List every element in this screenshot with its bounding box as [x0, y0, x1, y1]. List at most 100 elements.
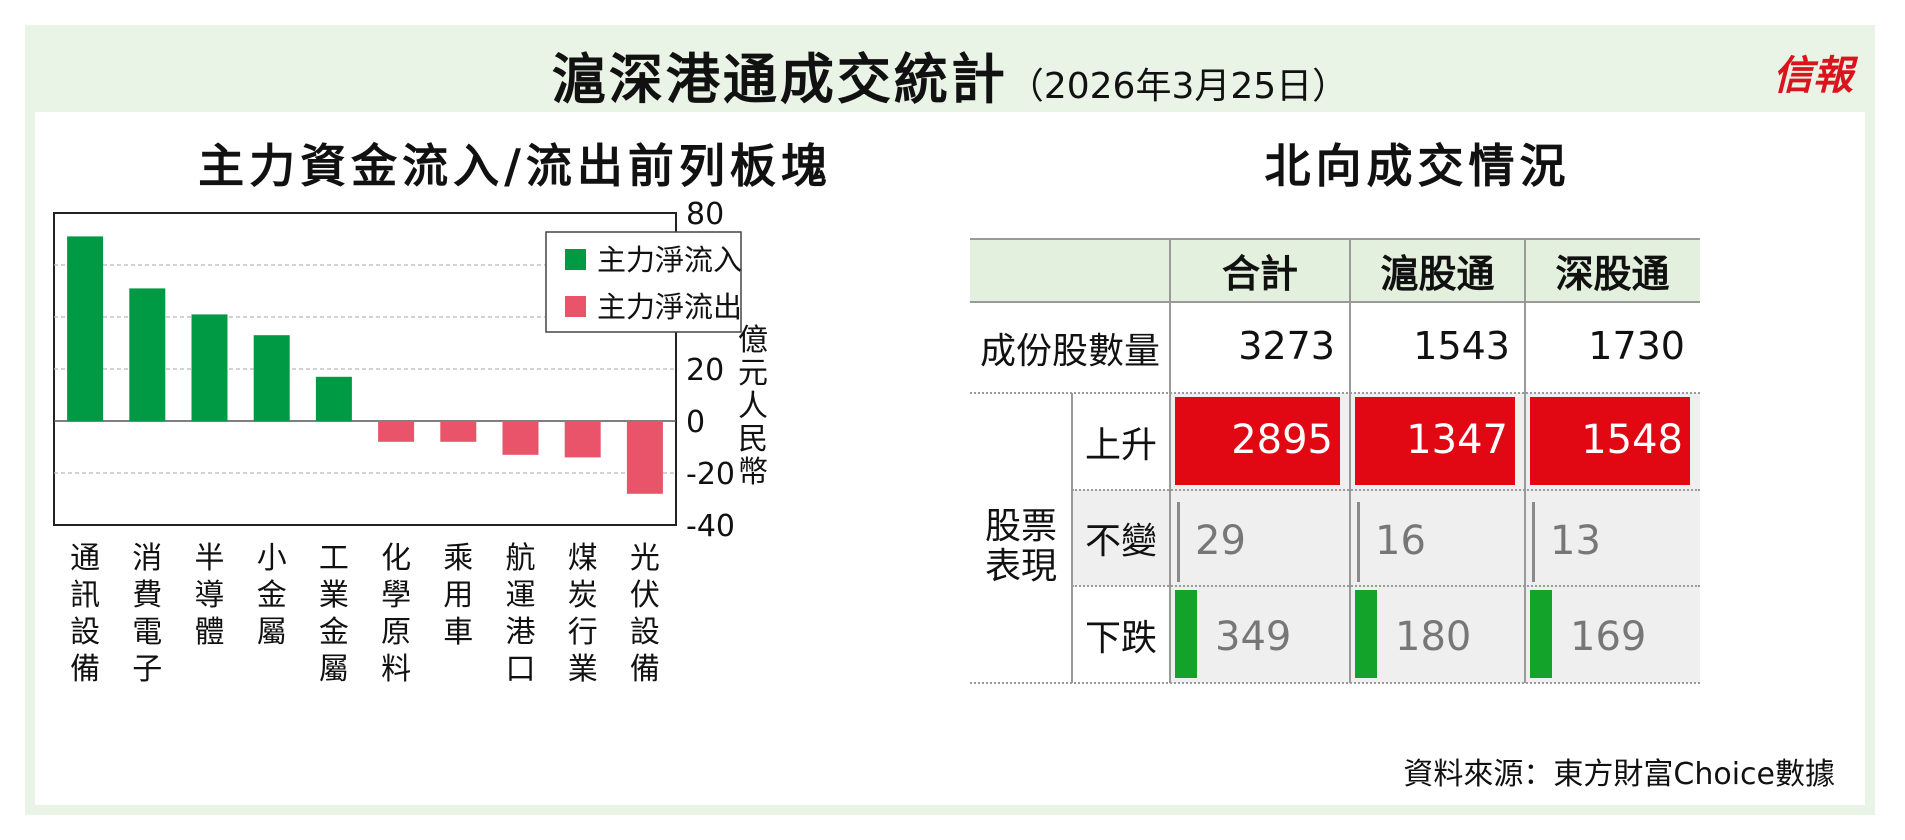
- legend-label-outflow: 主力淨流出: [597, 290, 742, 324]
- y-tick-label: -20: [686, 457, 735, 492]
- source-note: 資料來源：東方財富Choice數據: [1403, 757, 1835, 792]
- y-axis-label-char: 幣: [738, 455, 768, 490]
- x-category-label-char: 金: [319, 615, 349, 650]
- column-header: 滬股通: [1350, 239, 1525, 302]
- x-category-label-char: 煤: [568, 541, 598, 576]
- legend-label-inflow: 主力淨流入: [597, 243, 742, 277]
- x-category-label-char: 炭: [568, 578, 598, 613]
- bar-光伏設備: [626, 421, 663, 494]
- performance-label-line2: 表現: [984, 546, 1057, 587]
- bar-煤炭行業: [564, 421, 601, 458]
- x-category-label-char: 業: [319, 578, 349, 613]
- x-category-label-char: 電: [132, 615, 162, 650]
- x-category-label-char: 口: [506, 652, 536, 687]
- up-value: 2895: [1231, 417, 1333, 463]
- bar-小金屬: [253, 335, 290, 421]
- group-label-bg: [970, 393, 1072, 683]
- row-divider: [1072, 585, 1700, 587]
- bar-化學原料: [378, 421, 415, 442]
- x-category-label-char: 費: [132, 578, 162, 613]
- up-value: 1347: [1406, 417, 1508, 463]
- x-category-label-char: 半: [195, 541, 225, 576]
- constituents-value: 3273: [1238, 324, 1335, 368]
- up-value: 1548: [1581, 417, 1683, 463]
- column-divider: [1169, 239, 1171, 683]
- y-tick-label: 0: [686, 405, 705, 440]
- x-category-label-char: 料: [381, 652, 411, 687]
- x-category-label-char: 備: [630, 652, 660, 687]
- y-tick-label: -40: [686, 509, 735, 544]
- down-value: 180: [1395, 614, 1472, 660]
- constituents-value: 1543: [1413, 324, 1510, 368]
- y-axis-label-char: 元: [738, 356, 768, 391]
- legend-swatch-outflow: [565, 296, 586, 317]
- y-axis-label-char: 人: [738, 389, 768, 424]
- constituents-label: 成份股數量: [979, 330, 1160, 372]
- bar-down: [1175, 590, 1197, 678]
- x-category-label-char: 訊: [70, 578, 100, 613]
- row-divider: [970, 392, 1700, 394]
- x-category-label-char: 屬: [257, 615, 287, 650]
- bar-消費電子: [129, 288, 166, 421]
- content-panel: 主力資金流入/流出前列板塊 北向成交情況 806040200-20-40億元人民…: [35, 112, 1865, 805]
- x-category-label-char: 乘: [443, 541, 473, 576]
- main-title-text: 滬深港通成交統計: [551, 48, 1008, 111]
- label-divider: [1071, 393, 1073, 683]
- bar-航運港口: [502, 421, 539, 455]
- x-category-label-char: 小: [257, 541, 287, 576]
- table-bottom-line: [970, 682, 1700, 684]
- column-divider: [1349, 239, 1351, 683]
- x-category-label-char: 工: [319, 541, 349, 576]
- main-title: 滬深港通成交統計（2026年3月25日）: [25, 35, 1875, 114]
- bar-up: [1355, 397, 1515, 485]
- x-category-label-char: 行: [568, 615, 598, 650]
- x-category-label-char: 伏: [630, 578, 660, 613]
- x-category-label-char: 金: [257, 578, 287, 613]
- flat-value: 29: [1195, 518, 1246, 564]
- main-title-date: （2026年3月25日）: [1007, 66, 1349, 107]
- x-category-label-char: 用: [443, 578, 473, 613]
- x-category-label-char: 體: [195, 615, 225, 650]
- constituents-value: 1730: [1588, 324, 1685, 368]
- performance-label-line1: 股票: [984, 506, 1057, 547]
- bar-工業金屬: [315, 376, 352, 421]
- bar-flat: [1532, 502, 1535, 582]
- x-category-label-char: 子: [132, 652, 162, 687]
- bar-up: [1530, 397, 1690, 485]
- bar-down: [1530, 590, 1552, 678]
- x-category-label-char: 車: [443, 615, 473, 650]
- row-label: 下跌: [1084, 617, 1157, 659]
- bar-chart: 806040200-20-40億元人民幣通訊設備消費電子半導體小金屬工業金屬化學…: [53, 197, 768, 687]
- x-category-label-char: 屬: [319, 652, 349, 687]
- bar-down: [1355, 590, 1377, 678]
- bar-通訊設備: [67, 236, 104, 421]
- x-category-label-char: 原: [381, 615, 411, 650]
- x-category-label-char: 運: [506, 578, 536, 613]
- y-axis-label-char: 民: [738, 422, 768, 457]
- x-category-label-char: 學: [381, 578, 411, 613]
- legend-swatch-inflow: [565, 249, 586, 270]
- x-category-label-char: 設: [70, 615, 100, 650]
- label-bg-up: [1072, 393, 1170, 490]
- header-bottom-line: [970, 301, 1700, 303]
- right-panel-title: 北向成交情況: [1264, 139, 1571, 193]
- row-label: 不變: [1084, 521, 1157, 562]
- x-category-label-char: 導: [195, 578, 225, 613]
- row-divider: [1072, 489, 1700, 491]
- bar-flat: [1177, 502, 1180, 582]
- infographic: 滬深港通成交統計（2026年3月25日） 信報 主力資金流入/流出前列板塊 北向…: [25, 25, 1875, 815]
- x-category-label-char: 消: [132, 541, 162, 576]
- table-top-line: [970, 238, 1700, 240]
- bar-up: [1175, 397, 1340, 485]
- bar-半導體: [191, 314, 228, 421]
- y-tick-label: 20: [686, 353, 724, 388]
- left-panel-title: 主力資金流入/流出前列板塊: [198, 139, 832, 193]
- label-bg-down: [1072, 586, 1170, 683]
- y-tick-label: 80: [686, 197, 724, 232]
- x-category-label-char: 設: [630, 615, 660, 650]
- bar-乘用車: [440, 421, 477, 442]
- x-category-label-char: 光: [630, 541, 660, 576]
- column-header: 合計: [1170, 239, 1350, 302]
- x-category-label-char: 港: [506, 615, 536, 650]
- flat-value: 13: [1550, 518, 1601, 564]
